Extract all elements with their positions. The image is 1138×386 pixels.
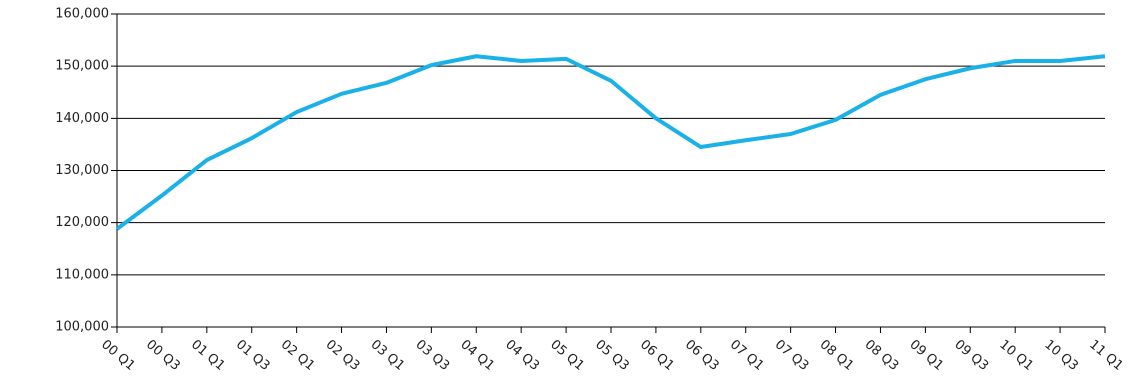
x-tick-label: 04 Q3 bbox=[502, 337, 542, 374]
x-tick-label: 00 Q1 bbox=[98, 337, 138, 374]
x-tick-label: 02 Q3 bbox=[323, 337, 363, 374]
y-tick-label: 110,000 bbox=[55, 267, 109, 282]
x-tick-label: 03 Q3 bbox=[413, 337, 453, 374]
x-tick-label: 06 Q3 bbox=[682, 337, 722, 374]
x-tick-label: 00 Q3 bbox=[143, 337, 183, 374]
x-tick-label: 08 Q3 bbox=[862, 337, 902, 374]
x-tick-label: 05 Q1 bbox=[547, 337, 587, 374]
x-tick-label: 07 Q3 bbox=[772, 337, 812, 374]
x-tick-label: 06 Q1 bbox=[637, 337, 677, 374]
x-tick-label: 03 Q1 bbox=[368, 337, 408, 374]
x-tick-label: 09 Q3 bbox=[951, 337, 991, 374]
x-tick-label: 01 Q3 bbox=[233, 337, 273, 374]
x-tick-label: 05 Q3 bbox=[592, 337, 632, 374]
x-tick-label: 08 Q1 bbox=[817, 337, 857, 374]
x-tick-label: 01 Q1 bbox=[188, 337, 228, 374]
y-tick-label: 120,000 bbox=[55, 215, 109, 230]
x-tick-label: 11 Q1 bbox=[1086, 337, 1126, 374]
y-tick-label: 100,000 bbox=[55, 320, 109, 335]
x-tick-label: 02 Q1 bbox=[278, 337, 318, 374]
line-series bbox=[115, 54, 1106, 231]
x-tick-label: 04 Q1 bbox=[457, 337, 497, 374]
x-tick-label: 09 Q1 bbox=[907, 337, 947, 374]
y-tick-label: 130,000 bbox=[55, 163, 109, 178]
x-tick-label: 10 Q3 bbox=[1041, 337, 1081, 374]
y-tick-label: 150,000 bbox=[55, 59, 109, 74]
y-tick-label: 140,000 bbox=[55, 111, 109, 126]
y-tick-label: 160,000 bbox=[55, 7, 109, 22]
x-tick-label: 07 Q1 bbox=[727, 337, 767, 374]
x-tick-label: 10 Q1 bbox=[996, 337, 1036, 374]
